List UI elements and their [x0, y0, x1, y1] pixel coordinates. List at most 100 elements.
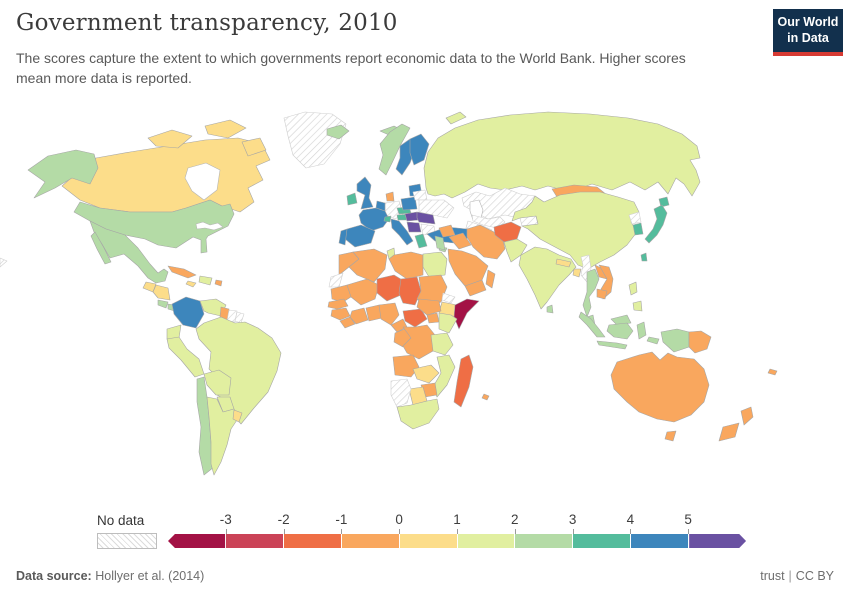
country-romania[interactable]	[416, 211, 436, 225]
country-french-guiana[interactable]	[234, 311, 245, 324]
country-tanzania[interactable]	[430, 332, 454, 356]
no-data-swatch[interactable]	[97, 533, 157, 549]
country-haiti[interactable]	[198, 275, 213, 286]
country-indonesia-java[interactable]	[596, 340, 628, 350]
country-italy[interactable]	[390, 218, 414, 246]
country-algeria[interactable]	[348, 248, 388, 283]
country-finland[interactable]	[409, 133, 430, 166]
country-norway[interactable]	[378, 123, 411, 176]
country-chad[interactable]	[398, 276, 422, 306]
country-india[interactable]	[518, 246, 577, 310]
country-honduras[interactable]	[152, 284, 171, 301]
country-papua-new-guinea[interactable]	[688, 330, 712, 354]
country-tasmania[interactable]	[664, 430, 677, 442]
country-taiwan[interactable]	[640, 252, 648, 262]
owid-logo[interactable]: Our World in Data	[773, 9, 843, 56]
legend-segment[interactable]	[399, 534, 458, 548]
country-switzerland[interactable]	[383, 215, 392, 223]
country-senegal[interactable]	[327, 298, 349, 310]
country-united-states[interactable]	[73, 199, 235, 254]
country-somalia[interactable]	[453, 298, 480, 330]
country-ukraine[interactable]	[418, 199, 455, 219]
country-sri-lanka[interactable]	[546, 304, 554, 314]
country-serbia[interactable]	[406, 221, 422, 233]
country-new-zealand-south[interactable]	[718, 422, 740, 442]
country-indonesia-moluccas[interactable]	[646, 336, 660, 345]
country-malaysia-borneo[interactable]	[610, 314, 632, 326]
country-ireland[interactable]	[346, 192, 358, 206]
source-link[interactable]: Hollyer et al. (2014)	[95, 569, 205, 583]
country-new-zealand-north[interactable]	[740, 406, 754, 426]
country-central-african-republic[interactable]	[402, 308, 428, 328]
legend-segment[interactable]	[689, 534, 747, 548]
country-mali[interactable]	[346, 278, 380, 306]
country-argentina[interactable]	[206, 396, 240, 476]
country-liberia[interactable]	[339, 316, 356, 329]
country-western-sahara[interactable]	[328, 272, 344, 288]
country-mozambique[interactable]	[432, 354, 456, 398]
country-poland[interactable]	[400, 196, 418, 211]
country-belarus[interactable]	[412, 189, 428, 201]
legend-segment[interactable]	[457, 534, 516, 548]
country-bolivia[interactable]	[203, 369, 232, 396]
country-canada-island-3[interactable]	[241, 137, 267, 157]
legend-segment[interactable]	[341, 534, 400, 548]
country-indonesia-kalimantan[interactable]	[606, 322, 634, 340]
country-south-sudan[interactable]	[416, 298, 442, 316]
legend-segment[interactable]	[168, 534, 226, 548]
country-mexico[interactable]	[89, 220, 169, 284]
country-russia[interactable]	[423, 111, 701, 199]
country-kenya[interactable]	[438, 312, 458, 334]
country-mauritius[interactable]	[481, 393, 490, 401]
country-north-korea[interactable]	[628, 211, 642, 225]
country-eritrea[interactable]	[441, 292, 456, 304]
country-greece[interactable]	[414, 233, 428, 249]
country-costa-rica[interactable]	[157, 299, 169, 309]
country-trinidad[interactable]	[214, 279, 223, 287]
country-indonesia-sulawesi[interactable]	[636, 321, 647, 340]
country-madagascar[interactable]	[453, 354, 474, 408]
country-yemen[interactable]	[464, 279, 487, 297]
legend-segment[interactable]	[515, 534, 574, 548]
country-united-kingdom[interactable]	[356, 176, 374, 210]
country-indonesia-sumatra[interactable]	[578, 311, 606, 338]
country-suriname[interactable]	[226, 309, 238, 323]
country-iceland[interactable]	[326, 124, 350, 140]
country-russia-novaya-zemlya[interactable]	[445, 111, 467, 125]
country-dr-congo[interactable]	[402, 324, 436, 360]
country-iraq[interactable]	[448, 232, 472, 250]
country-philippines-mindanao[interactable]	[632, 300, 643, 312]
country-australia[interactable]	[610, 351, 710, 423]
country-brazil[interactable]	[195, 316, 282, 425]
country-colombia[interactable]	[171, 296, 205, 329]
country-uruguay[interactable]	[232, 409, 243, 423]
country-france[interactable]	[358, 207, 390, 232]
country-egypt[interactable]	[422, 251, 448, 278]
country-fiji[interactable]	[767, 368, 778, 376]
country-uganda[interactable]	[426, 312, 440, 324]
country-mexico-baja[interactable]	[90, 231, 112, 265]
country-greenland[interactable]	[283, 111, 347, 169]
country-cuba[interactable]	[167, 265, 197, 279]
country-denmark[interactable]	[385, 191, 395, 202]
country-canada-island-2[interactable]	[204, 119, 247, 139]
legend-segment[interactable]	[225, 534, 284, 548]
country-nigeria[interactable]	[378, 302, 400, 326]
country-canada-island-1[interactable]	[147, 129, 193, 149]
country-jamaica[interactable]	[185, 280, 197, 288]
legend-segment[interactable]	[283, 534, 342, 548]
country-cambodia[interactable]	[596, 288, 608, 300]
country-guinea[interactable]	[330, 307, 351, 321]
country-japan-hokkaido[interactable]	[658, 196, 670, 208]
country-thailand[interactable]	[582, 268, 600, 318]
country-indonesia-west-papua[interactable]	[660, 328, 690, 353]
action-link[interactable]: trust	[760, 569, 785, 583]
country-namibia[interactable]	[390, 378, 412, 408]
country-philippines-luzon[interactable]	[628, 281, 638, 296]
country-oman[interactable]	[485, 269, 496, 289]
license-link[interactable]: CC BY	[795, 569, 834, 583]
legend-segment[interactable]	[573, 534, 632, 548]
country-peru[interactable]	[166, 336, 205, 378]
country-israel[interactable]	[434, 235, 446, 251]
country-japan-honshu[interactable]	[644, 204, 668, 244]
